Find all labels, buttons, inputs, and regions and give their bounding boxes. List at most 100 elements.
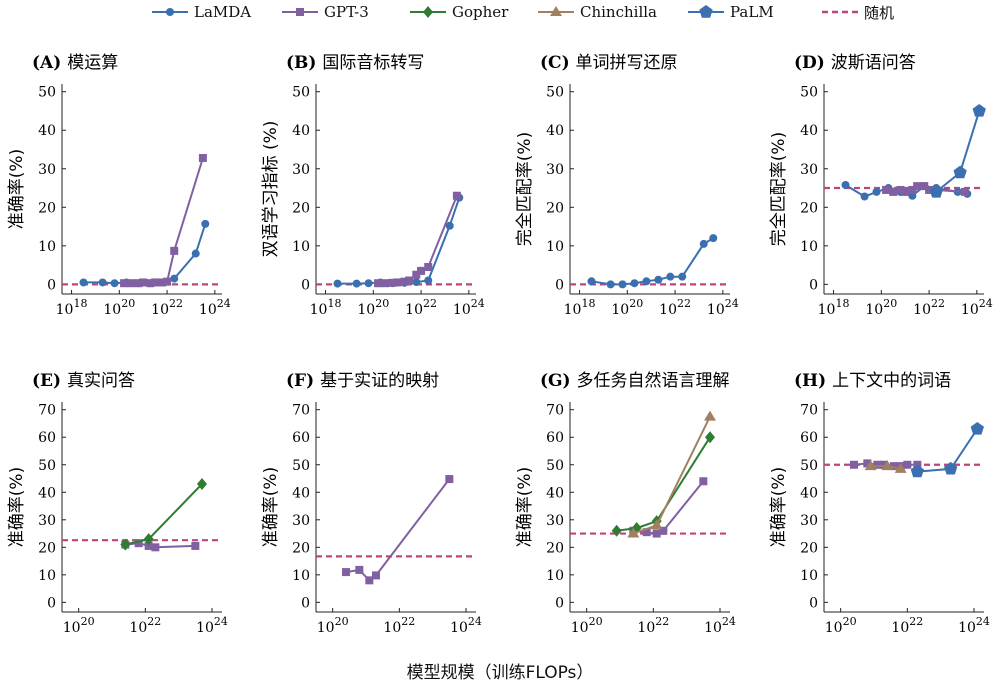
x-tick-label: 1022	[129, 615, 161, 636]
legend-label: GPT-3	[324, 3, 369, 21]
panel-label: (E)	[32, 371, 67, 391]
x-tick-label: 1022	[891, 615, 923, 636]
x-tick-label: 1020	[571, 615, 603, 636]
data-point	[880, 460, 888, 469]
data-point	[666, 272, 675, 281]
y-tick-label: 30	[546, 162, 564, 178]
x-tick-label: 1022	[913, 297, 945, 318]
data-point	[424, 263, 433, 272]
y-tick-label: 40	[292, 123, 310, 139]
data-point	[652, 529, 661, 538]
panel-label: (H)	[794, 371, 832, 391]
data-point	[944, 461, 958, 475]
y-tick-label: 20	[38, 200, 56, 216]
series-line	[632, 416, 711, 535]
series-palm	[929, 104, 986, 198]
data-point	[163, 277, 172, 286]
x-tick-exponent: 24	[468, 615, 482, 628]
data-point	[618, 280, 627, 289]
panel-title: (H) 上下文中的词语	[794, 371, 951, 391]
panel-title-text: 上下文中的词语	[832, 371, 951, 391]
series-line	[345, 478, 451, 582]
panel-title-text: 真实问答	[67, 371, 135, 391]
y-tick-label: 10	[800, 568, 818, 584]
x-tick-exponent: 24	[725, 297, 739, 310]
x-tick-exponent: 22	[169, 297, 183, 310]
series-line	[83, 223, 207, 285]
x-tick-label: 1020	[63, 615, 95, 636]
x-tick-exponent: 22	[401, 615, 415, 628]
x-tick-exponent: 24	[214, 615, 228, 628]
data-point	[654, 275, 663, 284]
data-point	[953, 165, 967, 179]
data-point	[424, 276, 433, 285]
x-tick-exponent: 20	[843, 615, 857, 628]
data-point	[120, 538, 131, 551]
legend-item-chinchilla: Chinchilla	[536, 2, 657, 22]
panel-title: (G) 多任务自然语言理解	[540, 371, 730, 391]
legend-marker-circle	[166, 8, 174, 16]
series-gpt-3	[374, 191, 461, 288]
series-gpt-3	[342, 475, 454, 585]
y-tick-label: 40	[38, 123, 56, 139]
panel-title-text: 单词拼写还原	[576, 53, 678, 73]
data-point	[606, 280, 615, 289]
y-tick-label: 20	[546, 200, 564, 216]
panel-label: (G)	[540, 371, 577, 391]
x-tick-exponent: 22	[931, 297, 945, 310]
x-tick-label: 1022	[151, 297, 183, 318]
legend-item-palm: PaLM	[686, 2, 774, 22]
series-palm	[910, 422, 984, 478]
legend-marker-pentagon	[699, 5, 713, 18]
data-point	[972, 104, 986, 117]
y-tick-label: 70	[38, 403, 56, 419]
panel-title-text: 多任务自然语言理解	[577, 371, 730, 391]
y-tick-label: 40	[800, 485, 818, 501]
data-point	[134, 279, 143, 288]
x-tick-label: 1018	[56, 297, 88, 318]
data-point	[642, 528, 651, 537]
panel-label: (A)	[32, 53, 67, 73]
x-tick-label: 1022	[659, 297, 691, 318]
data-point	[872, 187, 881, 196]
data-point	[98, 278, 107, 287]
data-point	[417, 266, 426, 275]
y-tick-label: 40	[292, 485, 310, 501]
y-tick-label: 10	[292, 239, 310, 255]
data-point	[374, 279, 383, 288]
y-tick-label: 50	[546, 85, 564, 101]
data-point	[704, 410, 716, 421]
legend-swatch	[282, 8, 318, 16]
panel-title: (A) 模运算	[32, 53, 118, 73]
data-point	[627, 527, 640, 538]
x-tick-exponent: 18	[835, 297, 849, 310]
y-axis-label: 准确率(%)	[261, 467, 281, 547]
data-point	[127, 279, 136, 288]
y-tick-label: 0	[301, 277, 310, 293]
data-point	[197, 478, 207, 491]
legend-item-随机: 随机	[820, 2, 894, 22]
data-point	[889, 187, 898, 196]
y-axis-label: 完全匹配率(%)	[515, 132, 535, 246]
panel-title-text: 模运算	[67, 53, 118, 73]
x-tick-label: 1020	[825, 615, 857, 636]
series-lamda	[79, 219, 210, 288]
panel-title: (B) 国际音标转写	[286, 53, 424, 73]
x-tick-exponent: 20	[375, 297, 389, 310]
y-tick-label: 20	[546, 540, 564, 556]
panel-label: (F)	[286, 371, 320, 391]
y-tick-label: 40	[546, 485, 564, 501]
y-tick-label: 70	[546, 403, 564, 419]
data-point	[890, 462, 898, 471]
data-point	[970, 422, 984, 435]
y-tick-label: 30	[38, 513, 56, 529]
x-tick-exponent: 24	[217, 297, 231, 310]
legend-label: 随机	[864, 3, 895, 22]
x-tick-exponent: 20	[81, 615, 95, 628]
data-point	[445, 221, 454, 230]
data-point	[151, 543, 160, 552]
y-tick-label: 50	[38, 458, 56, 474]
x-tick-label: 1024	[450, 615, 482, 636]
y-tick-label: 10	[38, 239, 56, 255]
